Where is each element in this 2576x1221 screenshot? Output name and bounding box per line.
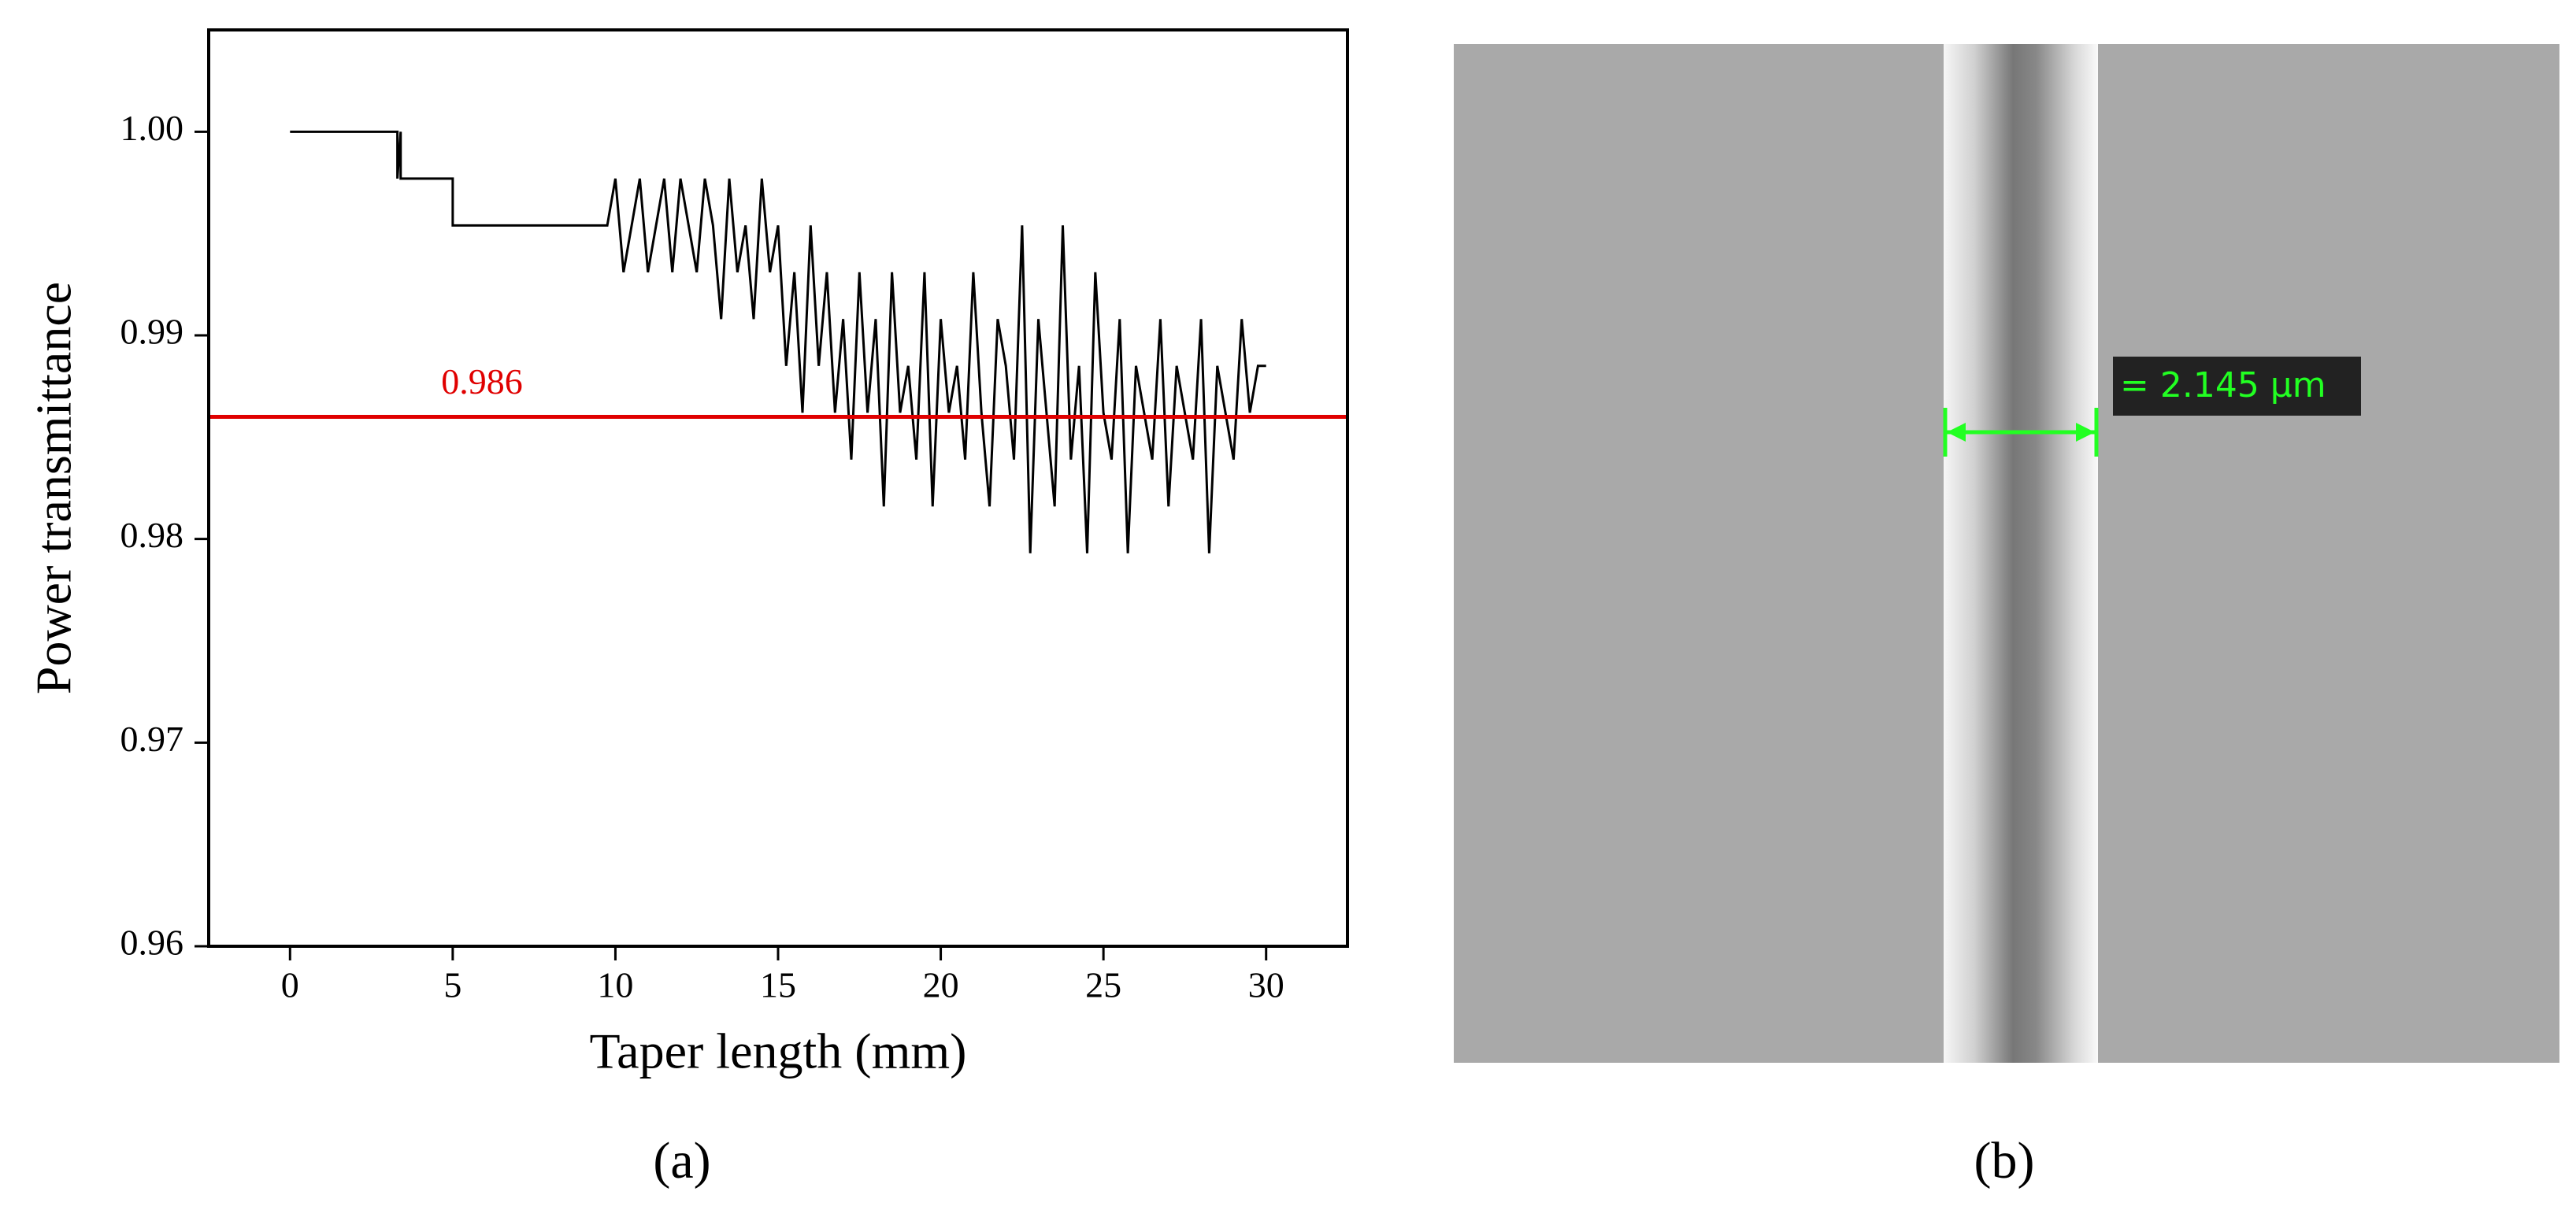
x-tick-label: 0 — [281, 965, 299, 1005]
x-tick-label: 25 — [1085, 965, 1121, 1005]
fiber — [1944, 44, 2098, 1063]
x-axis-label: Taper length (mm) — [590, 1023, 967, 1079]
x-tick-label: 5 — [443, 965, 461, 1005]
y-tick-label: 0.98 — [120, 515, 184, 555]
data-line — [290, 130, 1266, 553]
panel-label: (b) — [1974, 1132, 2035, 1190]
x-tick-label: 10 — [597, 965, 633, 1005]
y-axis-label: Power transmittance — [26, 282, 82, 694]
reference-label: 0.986 — [441, 361, 523, 401]
x-tick-label: 15 — [760, 965, 796, 1005]
plot-frame — [207, 28, 1349, 948]
chart-a: 0 5 10 15 20 25 30 0.96 0.97 0.98 0.99 1.00 0.986 Tap… — [26, 28, 1349, 1079]
measure-box — [2113, 357, 2361, 416]
y-tick-label: 0.96 — [120, 923, 184, 963]
measurement-label: = 2.145 µm — [2120, 365, 2326, 405]
x-tick-label: 20 — [923, 965, 959, 1005]
y-tick-label: 0.99 — [120, 312, 184, 352]
x-tick-label: 30 — [1248, 965, 1284, 1005]
panel-label: (a) — [653, 1132, 710, 1190]
y-tick-label: 1.00 — [120, 108, 184, 148]
micrograph: = 2.145 µm — [1454, 44, 2559, 1063]
y-tick-label: 0.97 — [120, 719, 184, 759]
